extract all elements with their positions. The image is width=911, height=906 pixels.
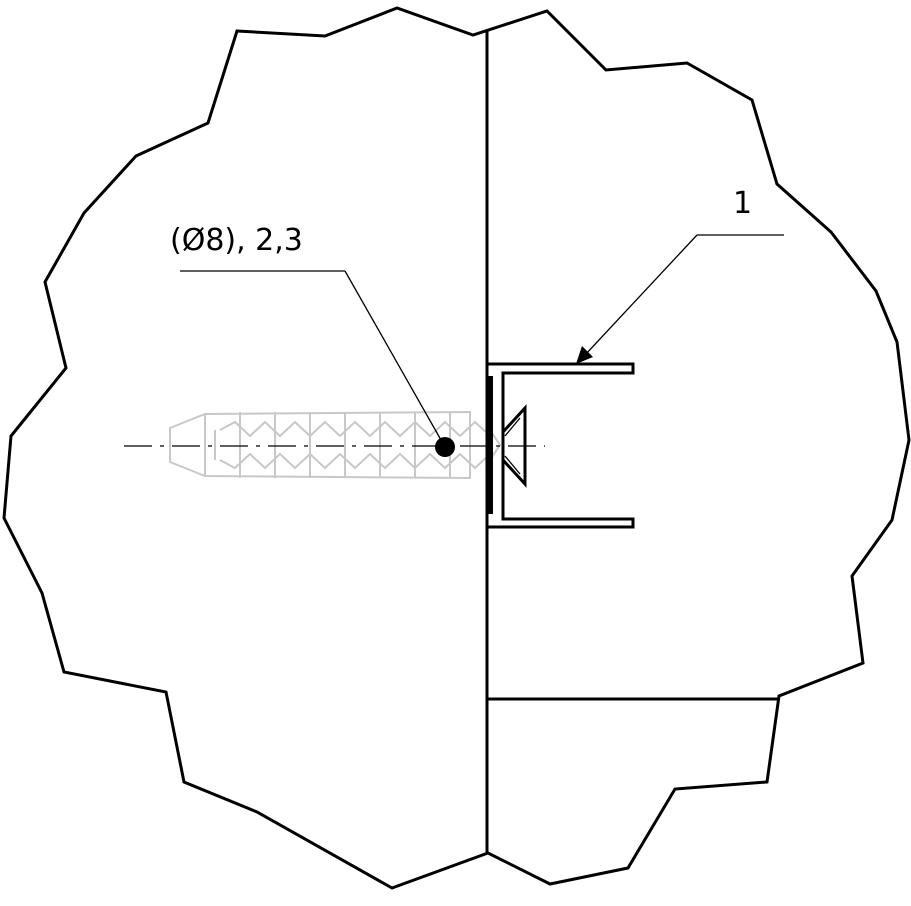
anchor-callout-label: (Ø8), 2,3 xyxy=(170,223,303,258)
detail-break-boundary xyxy=(2,6,911,890)
anchor-callout-leader xyxy=(180,270,446,448)
anchor-dowel xyxy=(169,410,502,480)
profile-callout-leader xyxy=(576,234,784,364)
profile-callout-label: 1 xyxy=(733,186,752,221)
u-profile xyxy=(485,362,635,529)
screw-head xyxy=(501,404,527,488)
